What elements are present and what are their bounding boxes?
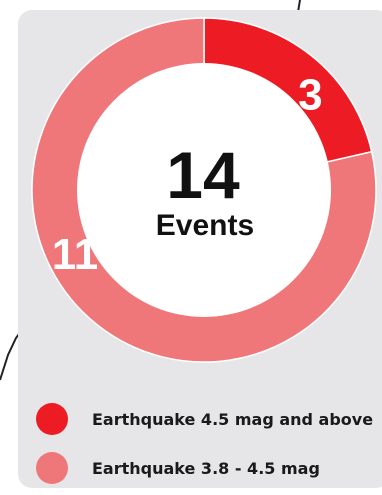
legend-item-major: Earthquake 4.5 mag and above <box>36 402 373 436</box>
slice-labels: 3 11 <box>52 71 323 279</box>
legend-item-minor: Earthquake 3.8 - 4.5 mag <box>36 451 320 485</box>
legend-label-major: Earthquake 4.5 mag and above <box>92 409 374 429</box>
slice-value-label-minor: 11 <box>52 230 99 279</box>
slice-value-label-major: 3 <box>298 71 322 120</box>
total-events-label: Events <box>156 209 254 242</box>
legend-label-minor: Earthquake 3.8 - 4.5 mag <box>92 458 320 478</box>
donut-center <box>77 63 331 317</box>
legend-swatch-minor <box>36 452 68 484</box>
total-events-value: 14 <box>166 138 240 212</box>
legend-swatch-major <box>36 403 68 435</box>
